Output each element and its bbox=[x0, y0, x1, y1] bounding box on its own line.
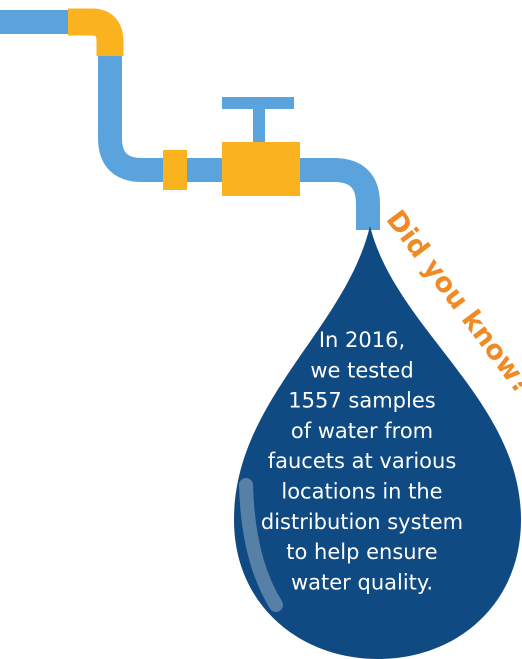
pipe bbox=[0, 22, 368, 230]
body-line: 1557 samples bbox=[288, 389, 435, 413]
body-line: water quality. bbox=[291, 570, 433, 594]
pipe-line bbox=[0, 22, 368, 230]
body-line: In 2016, bbox=[319, 328, 405, 352]
pipe-elbow bbox=[68, 22, 110, 56]
body-line: locations in the bbox=[281, 480, 442, 504]
valve-stem bbox=[253, 104, 265, 144]
valve-body bbox=[222, 142, 300, 196]
body-line: distribution system bbox=[261, 510, 463, 534]
body-line: faucets at various bbox=[268, 449, 457, 473]
pipe-coupling bbox=[163, 150, 187, 190]
infographic: Did you know? In 2016,we tested1557 samp… bbox=[0, 0, 522, 659]
body-line: to help ensure bbox=[286, 540, 437, 564]
body-line: of water from bbox=[291, 419, 433, 443]
valve-handle bbox=[222, 97, 294, 109]
body-line: we tested bbox=[310, 358, 413, 382]
